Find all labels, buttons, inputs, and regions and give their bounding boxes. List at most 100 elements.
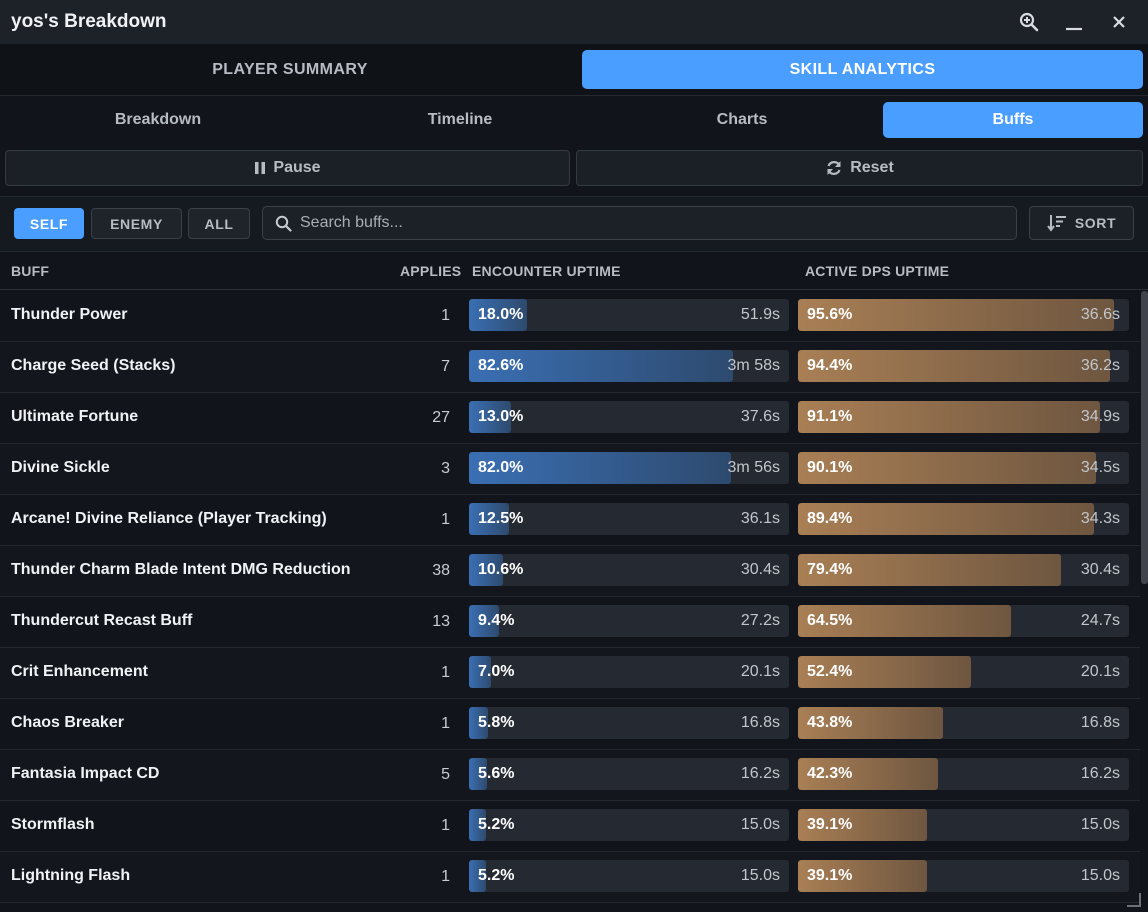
encounter-uptime-duration: 3m 58s <box>727 357 780 374</box>
encounter-uptime-bar: 7.0% 20.1s <box>469 656 789 688</box>
encounter-uptime-duration: 3m 56s <box>727 459 780 476</box>
encounter-uptime-percent: 5.6% <box>478 765 515 782</box>
active-dps-uptime-percent: 95.6% <box>807 306 853 323</box>
sort-button[interactable]: SORT <box>1029 206 1134 240</box>
sort-icon <box>1047 215 1066 232</box>
encounter-uptime-percent: 18.0% <box>478 306 524 323</box>
encounter-uptime-percent: 13.0% <box>478 408 524 425</box>
table-row[interactable]: Fantasia Impact CD 5 5.6% 16.2s 42.3% 16.2s <box>0 750 1140 801</box>
buff-name: Divine Sickle <box>11 459 110 476</box>
sub-tab-bar: Breakdown Timeline Charts Buffs <box>0 97 1148 143</box>
search-box <box>262 206 1017 240</box>
encounter-uptime-bar: 12.5% 36.1s <box>469 503 789 535</box>
filter-enemy[interactable]: ENEMY <box>91 208 182 239</box>
table-row[interactable]: Stormflash 1 5.2% 15.0s 39.1% 15.0s <box>0 801 1140 852</box>
buff-name: Fantasia Impact CD <box>11 765 160 782</box>
column-buff[interactable]: BUFF <box>11 263 50 279</box>
buff-applies: 13 <box>432 613 450 630</box>
encounter-uptime-fill <box>469 758 487 790</box>
table-row[interactable]: Arcane! Divine Reliance (Player Tracking… <box>0 495 1140 546</box>
scrollbar-thumb[interactable] <box>1141 291 1148 584</box>
active-dps-uptime-percent: 64.5% <box>807 612 853 629</box>
encounter-uptime-percent: 10.6% <box>478 561 524 578</box>
minimize-icon <box>1066 27 1082 31</box>
table-row[interactable]: Ultimate Fortune 27 13.0% 37.6s 91.1% 34.9s <box>0 393 1140 444</box>
encounter-uptime-duration: 37.6s <box>740 408 780 425</box>
filter-self[interactable]: SELF <box>14 208 84 239</box>
encounter-uptime-bar: 18.0% 51.9s <box>469 299 789 331</box>
encounter-uptime-fill <box>469 401 511 433</box>
tab-player-summary[interactable]: PLAYER SUMMARY <box>212 60 368 78</box>
encounter-uptime-fill <box>469 656 492 688</box>
table-row[interactable]: Chaos Breaker 1 5.8% 16.8s 43.8% 16.8s <box>0 699 1140 750</box>
encounter-uptime-duration: 15.0s <box>740 816 780 833</box>
tab-skill-analytics[interactable]: SKILL ANALYTICS <box>582 50 1143 89</box>
encounter-uptime-bar: 82.0% 3m 56s <box>469 452 789 484</box>
active-dps-uptime-percent: 90.1% <box>807 459 853 476</box>
table-row[interactable]: Thunder Power 1 18.0% 51.9s 95.6% 36.6s <box>0 291 1140 342</box>
reset-label: Reset <box>850 159 894 176</box>
table-row[interactable]: Charge Seed (Stacks) 7 82.6% 3m 58s 94.4% 36.… <box>0 342 1140 393</box>
pause-label: Pause <box>273 159 321 176</box>
active-dps-uptime-duration: 15.0s <box>1080 816 1120 833</box>
column-applies[interactable]: APPLIES <box>400 263 462 279</box>
active-dps-uptime-percent: 79.4% <box>807 561 853 578</box>
table-row[interactable]: Lightning Flash 1 5.2% 15.0s 39.1% 15.0s <box>0 852 1140 903</box>
resize-grip-icon[interactable] <box>1127 893 1141 907</box>
active-dps-uptime-bar: 95.6% 36.6s <box>798 299 1129 331</box>
table-row[interactable]: Thunder Charm Blade Intent DMG Reduction… <box>0 546 1140 597</box>
encounter-uptime-bar: 82.6% 3m 58s <box>469 350 789 382</box>
column-encounter-uptime[interactable]: ENCOUNTER UPTIME <box>472 263 621 279</box>
active-dps-uptime-bar: 91.1% 34.9s <box>798 401 1129 433</box>
filter-all[interactable]: ALL <box>188 208 250 239</box>
tab-breakdown[interactable]: Breakdown <box>114 111 202 128</box>
active-dps-uptime-bar: 42.3% 16.2s <box>798 758 1129 790</box>
table-row[interactable]: Crit Enhancement 1 7.0% 20.1s 52.4% 20.1s <box>0 648 1140 699</box>
encounter-uptime-duration: 30.4s <box>740 561 780 578</box>
zoom-in-button[interactable] <box>1014 8 1044 36</box>
buff-applies: 27 <box>432 409 450 426</box>
active-dps-uptime-duration: 34.9s <box>1080 408 1120 425</box>
buff-name: Crit Enhancement <box>11 663 148 680</box>
encounter-uptime-fill <box>469 605 500 637</box>
tab-buffs[interactable]: Buffs <box>883 102 1143 138</box>
table-row[interactable]: Thundercut Recast Buff 13 9.4% 27.2s 64.5% 24… <box>0 597 1140 648</box>
buff-applies: 38 <box>432 562 450 579</box>
encounter-uptime-bar: 5.6% 16.2s <box>469 758 789 790</box>
active-dps-uptime-bar: 39.1% 15.0s <box>798 860 1129 892</box>
active-dps-uptime-bar: 79.4% 30.4s <box>798 554 1129 586</box>
encounter-uptime-bar: 10.6% 30.4s <box>469 554 789 586</box>
tab-charts[interactable]: Charts <box>716 111 768 128</box>
encounter-uptime-percent: 5.2% <box>478 816 515 833</box>
active-dps-uptime-percent: 94.4% <box>807 357 853 374</box>
active-dps-uptime-duration: 16.8s <box>1080 714 1120 731</box>
active-dps-uptime-fill <box>798 554 1061 586</box>
table-header: BUFF APPLIES ENCOUNTER UPTIME ACTIVE DPS… <box>0 253 1148 290</box>
encounter-uptime-fill <box>469 707 488 739</box>
active-dps-uptime-duration: 36.6s <box>1080 306 1120 323</box>
buff-applies: 1 <box>441 307 450 324</box>
active-dps-uptime-fill <box>798 299 1115 331</box>
active-dps-uptime-duration: 24.7s <box>1080 612 1120 629</box>
active-dps-uptime-bar: 94.4% 36.2s <box>798 350 1129 382</box>
buff-name: Charge Seed (Stacks) <box>11 357 176 374</box>
encounter-uptime-fill <box>469 452 732 484</box>
table-row[interactable]: Divine Sickle 3 82.0% 3m 56s 90.1% 34.5s <box>0 444 1140 495</box>
encounter-uptime-bar: 13.0% 37.6s <box>469 401 789 433</box>
active-dps-uptime-percent: 52.4% <box>807 663 853 680</box>
column-active-dps-uptime[interactable]: ACTIVE DPS UPTIME <box>805 263 950 279</box>
scrollbar[interactable] <box>1140 291 1148 912</box>
zoom-in-icon <box>1019 12 1039 32</box>
tab-timeline[interactable]: Timeline <box>427 111 493 128</box>
minimize-button[interactable] <box>1059 8 1089 36</box>
buff-name: Thundercut Recast Buff <box>11 612 193 629</box>
reset-button[interactable]: Reset <box>576 150 1143 186</box>
active-dps-uptime-percent: 43.8% <box>807 714 853 731</box>
pause-button[interactable]: Pause <box>5 150 570 186</box>
close-button[interactable] <box>1104 8 1134 36</box>
search-input[interactable] <box>300 214 980 232</box>
encounter-uptime-bar: 5.2% 15.0s <box>469 860 789 892</box>
active-dps-uptime-fill <box>798 605 1012 637</box>
active-dps-uptime-fill <box>798 758 938 790</box>
buff-applies: 7 <box>441 358 450 375</box>
